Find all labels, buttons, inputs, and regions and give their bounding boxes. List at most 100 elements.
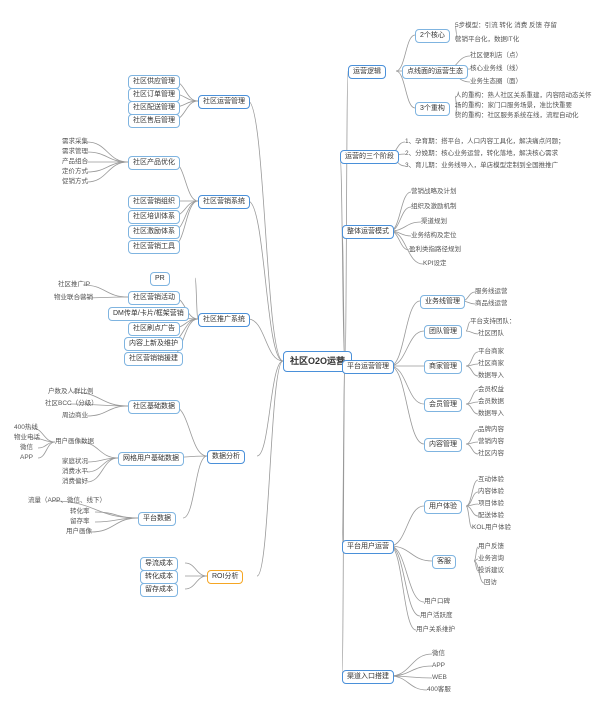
leaf-node: 产品组合 (62, 158, 88, 166)
child-node: 内容管理 (424, 438, 462, 452)
leaf-node: 业务生态圈（面） (470, 78, 522, 86)
leaf-node: 营销内容 (478, 438, 504, 446)
leaf-node: 转化率 (70, 508, 90, 516)
child-node: 客服 (432, 555, 456, 569)
child-leaf: 1、孕育期：搭平台，人口内容工具化，解决痛点问题； (405, 138, 565, 146)
leaf-node: 流量（APP、微信、线下） (28, 497, 106, 505)
child-leaf: 用户关系维护 (416, 626, 455, 634)
leaf-node: 项目体验 (478, 500, 504, 508)
branch-node: 社区营销系统 (198, 195, 250, 209)
leaf-node: APP (20, 454, 33, 462)
child-leaf: 组织及激励机制 (411, 203, 457, 211)
child-leaf: APP (432, 662, 445, 670)
child-leaf: 渠道规划 (421, 218, 447, 226)
leaf-node: 场的重构：家门口服务场景，准比快重要 (455, 102, 572, 110)
leaf-node: 5步模型：引流 转化 消费 反馈 存留 (455, 22, 557, 30)
child-leaf: 2、分娩期：核心业务运营，转化落地，解决核心需求 (405, 150, 558, 158)
leaf-node: 投诉建议 (478, 567, 504, 575)
leaf-node: 400热线 (14, 424, 38, 432)
branch-node: 平台运营管理 (342, 360, 394, 374)
leaf-node: 互动体验 (478, 476, 504, 484)
branch-node: 运营的三个阶段 (340, 150, 399, 164)
child-node: 留存成本 (140, 583, 178, 597)
child-node: 3个重构 (415, 102, 450, 116)
child-node: PR (150, 272, 170, 286)
leaf-node: 回访 (484, 579, 497, 587)
leaf-node: 户数及人群比例 (48, 388, 94, 396)
child-leaf: 业务结构及定位 (411, 232, 457, 240)
child-node: 内容上新及维护 (124, 337, 183, 351)
leaf-node: 用户画像 (66, 528, 92, 536)
child-node: 2个核心 (415, 29, 450, 43)
leaf-node: 品牌内容 (478, 426, 504, 434)
leaf-node: 物业联合营销 (54, 294, 93, 302)
leaf-node: 促销方式 (62, 178, 88, 186)
leaf-node: 平台支持团队： (470, 318, 516, 326)
leaf-node: 社区团队 (478, 330, 504, 338)
child-node: 业务线管理 (420, 295, 465, 309)
leaf-node: 社区内容 (478, 450, 504, 458)
branch-node: 平台用户运营 (342, 540, 394, 554)
leaf-node: KOL用户体验 (472, 524, 511, 532)
leaf-node: 物业电话 (14, 434, 40, 442)
child-node: 点线面的运营生态 (402, 65, 468, 79)
leaf-node: 会员数据 (478, 398, 504, 406)
child-leaf: 用户口碑 (424, 598, 450, 606)
leaf-node: 货的重构：社区服务系统在线，流程自动化 (455, 112, 579, 120)
child-node: 团队管理 (424, 325, 462, 339)
leaf-node: 社区推广IP (58, 281, 90, 289)
leaf-node: 社区商家 (478, 360, 504, 368)
leaf-node: 配送体验 (478, 512, 504, 520)
child-node: 社区售后管理 (128, 114, 180, 128)
child-node: 社区营销组织 (128, 195, 180, 209)
leaf-node: 营销平台化，数据IT化 (455, 36, 519, 44)
child-leaf: 400客服 (427, 686, 451, 694)
child-node: 社区营销销援建 (124, 352, 183, 366)
child-node: 用户体验 (424, 500, 462, 514)
leaf-node: 核心业务线（线） (470, 65, 522, 73)
child-leaf: 微信 (432, 650, 445, 658)
leaf-node: 内容体验 (478, 488, 504, 496)
leaf-node: 数据导入 (478, 410, 504, 418)
branch-node: ROI分析 (207, 570, 243, 584)
child-leaf: WEB (432, 674, 447, 682)
child-leaf: 盈利类指路径规划 (409, 246, 461, 254)
child-leaf: 3、育儿期：业务线导入，单店模型定制到全国推推广 (405, 162, 558, 170)
leaf-node: 需求采集 (62, 138, 88, 146)
leaf-node: 平台商家 (478, 348, 504, 356)
leaf-node: 数据导入 (478, 372, 504, 380)
child-leaf: KPI设定 (423, 260, 446, 268)
leaf-node: 定价方式 (62, 168, 88, 176)
leaf-node: 用户画像数据 (55, 438, 94, 446)
leaf-node: 留存率 (70, 518, 90, 526)
child-node: 社区激励体系 (128, 225, 180, 239)
child-node: 社区基础数据 (128, 400, 180, 414)
child-node: DM传单/卡片/框架营销 (108, 307, 189, 321)
leaf-node: 消费水平 (62, 468, 88, 476)
leaf-node: 微信 (20, 444, 33, 452)
branch-node: 社区运营管理 (198, 95, 250, 109)
branch-node: 运营逻辑 (348, 65, 386, 79)
leaf-node: 社区BCC（分级） (45, 400, 98, 408)
child-node: 社区营销工具 (128, 240, 180, 254)
child-node: 社区营销活动 (128, 291, 180, 305)
leaf-node: 服务线运营 (475, 288, 508, 296)
branch-node: 社区推广系统 (198, 313, 250, 327)
child-node: 会员管理 (424, 398, 462, 412)
child-leaf: 用户活跃度 (420, 612, 453, 620)
branch-node: 渠道入口搭建 (342, 670, 394, 684)
leaf-node: 需求管理 (62, 148, 88, 156)
leaf-node: 用户反馈 (478, 543, 504, 551)
child-node: 平台数据 (138, 512, 176, 526)
child-leaf: 营销战略及计划 (411, 188, 457, 196)
child-node: 社区产品优化 (128, 156, 180, 170)
child-node: 网格用户基础数据 (118, 452, 184, 466)
leaf-node: 人的重构：熟人社区关系重建，内容陪动态关怀 (455, 92, 592, 100)
leaf-node: 商品线运营 (475, 300, 508, 308)
leaf-node: 消费偏好 (62, 478, 88, 486)
branch-node: 整体运营模式 (342, 225, 394, 239)
leaf-node: 家庭状况 (62, 458, 88, 466)
child-node: 社区刷点广告 (128, 322, 180, 336)
leaf-node: 周边商业 (62, 412, 88, 420)
leaf-node: 会员权益 (478, 386, 504, 394)
